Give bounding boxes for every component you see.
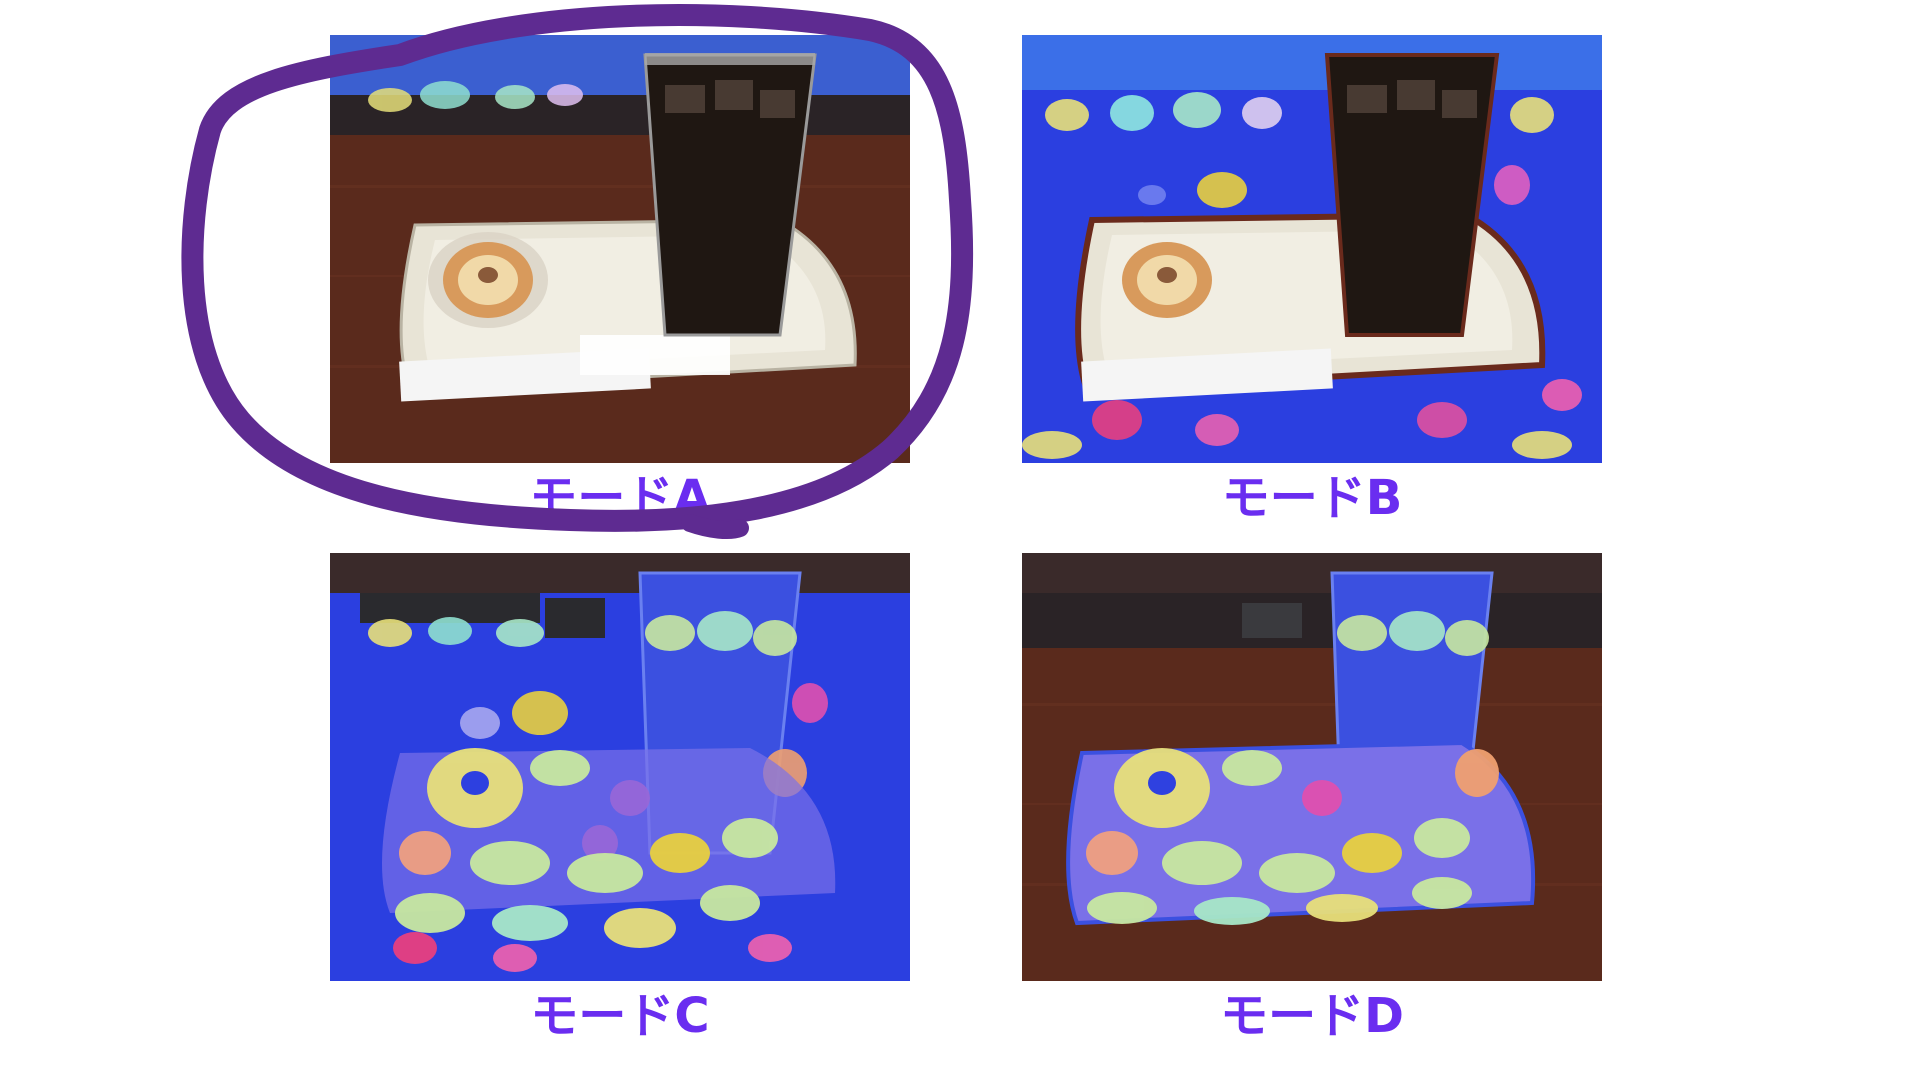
image-mode-a	[330, 35, 910, 463]
image-mode-d	[1022, 553, 1602, 981]
label-mode-d: モードD	[1220, 988, 1404, 1044]
image-mode-b	[1022, 35, 1602, 463]
label-mode-c: モードC	[530, 988, 710, 1044]
label-mode-b: モードB	[1221, 470, 1403, 526]
label-mode-a: モードA	[529, 470, 711, 526]
image-mode-c	[330, 553, 910, 981]
